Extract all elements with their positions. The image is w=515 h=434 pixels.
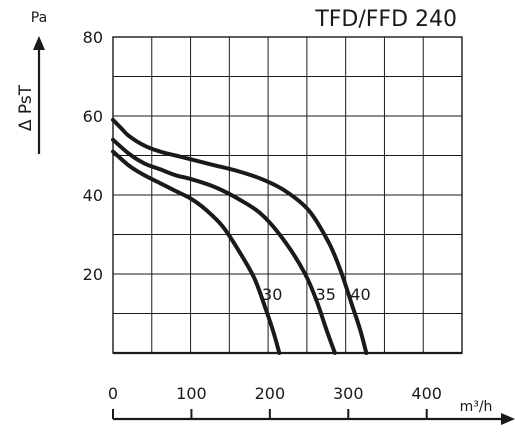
x-axis-arrowhead [501, 413, 515, 425]
y-unit-label: Pa [31, 10, 47, 26]
x-tick-label: 300 [333, 384, 364, 403]
x-tick-label: 200 [255, 384, 286, 403]
series-label-35: 35 [316, 285, 336, 304]
y-tick-label: 20 [83, 265, 103, 284]
series-line-30 [111, 149, 282, 355]
y-tick-label: 40 [83, 186, 103, 205]
y-tick-label: 80 [83, 28, 103, 47]
y-tick-label: 60 [83, 107, 103, 126]
x-tick-label: 400 [411, 384, 442, 403]
series-line-35 [111, 137, 337, 355]
chart-title: TFD/FFD 240 [314, 7, 457, 32]
series-line-40 [111, 117, 369, 355]
x-tick-label: 100 [176, 384, 207, 403]
x-axis-tick-marks [112, 409, 428, 419]
series-label-30: 30 [262, 285, 282, 304]
x-unit-label: m³/h [460, 399, 493, 415]
y-tick-labels: 20 40 60 80 [83, 28, 103, 284]
grid [113, 37, 462, 355]
y-axis-label: Δ PsT [16, 84, 36, 131]
plot-frame [112, 36, 463, 354]
series-lines [111, 117, 369, 355]
series-label-40: 40 [350, 285, 370, 304]
x-tick-label: 0 [108, 384, 118, 403]
x-tick-labels: 0 100 200 300 400 [108, 384, 442, 403]
curve-labels: 30 35 40 [262, 285, 371, 304]
y-axis-arrowhead [33, 36, 45, 50]
